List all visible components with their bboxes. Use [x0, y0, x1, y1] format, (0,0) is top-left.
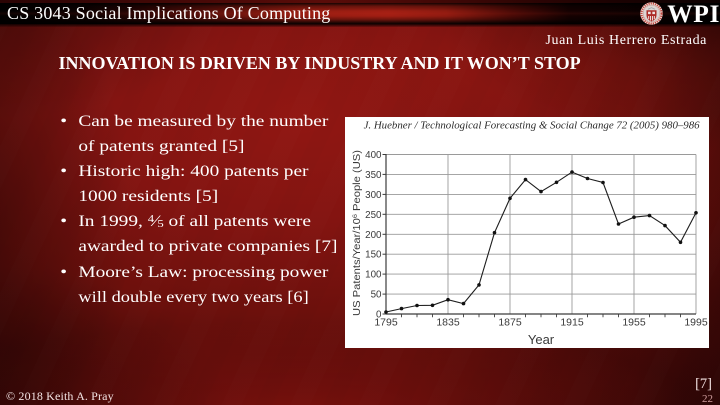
svg-text:1995: 1995	[684, 317, 708, 329]
svg-text:1915: 1915	[560, 317, 584, 329]
svg-text:300: 300	[365, 190, 382, 201]
svg-text:50: 50	[371, 290, 382, 301]
svg-text:200: 200	[365, 230, 382, 241]
svg-text:Year: Year	[528, 332, 555, 347]
svg-text:150: 150	[365, 250, 382, 261]
svg-text:1875: 1875	[498, 317, 522, 329]
svg-text:0: 0	[376, 310, 382, 321]
svg-text:100: 100	[365, 270, 382, 281]
svg-text:250: 250	[365, 210, 382, 221]
svg-text:400: 400	[365, 150, 382, 161]
svg-text:1955: 1955	[622, 317, 646, 329]
svg-text:J. Huebner / Technological For: J. Huebner / Technological Forecasting &…	[364, 121, 701, 132]
svg-text:1835: 1835	[436, 317, 460, 329]
svg-text:1795: 1795	[374, 317, 398, 329]
svg-text:350: 350	[365, 170, 382, 181]
svg-text:US Patents/Year/106 People (US: US Patents/Year/106 People (US)	[352, 150, 363, 316]
